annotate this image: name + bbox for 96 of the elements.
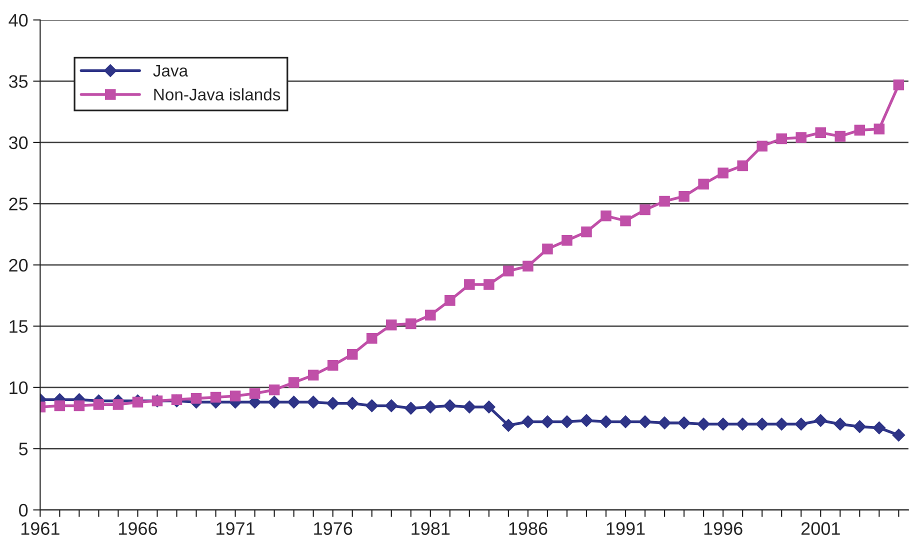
legend-label: Java	[153, 64, 188, 77]
x-tick-label: 1996	[704, 522, 742, 535]
y-tick-label: 40	[8, 14, 28, 27]
point	[268, 384, 280, 396]
point	[522, 260, 534, 272]
y-tick-label: 30	[8, 136, 28, 150]
point	[326, 396, 340, 410]
point	[892, 428, 906, 442]
x-tick-label: 1966	[119, 522, 158, 535]
point	[287, 396, 300, 409]
point	[210, 392, 222, 403]
point	[132, 396, 144, 408]
legend-label: Non-Java islands	[154, 88, 280, 100]
x-tick-label: 2001	[801, 522, 840, 535]
point	[600, 210, 612, 222]
point	[425, 310, 436, 321]
point	[268, 396, 281, 409]
point	[874, 124, 885, 134]
point	[834, 418, 847, 431]
point	[619, 415, 632, 428]
point	[171, 394, 182, 406]
point	[542, 244, 553, 254]
point	[581, 226, 592, 238]
point	[366, 333, 378, 344]
point	[678, 190, 690, 202]
point	[112, 399, 124, 410]
point	[503, 266, 514, 276]
y-tick-label: 35	[8, 75, 28, 88]
point	[775, 418, 788, 431]
point	[365, 399, 378, 412]
point	[93, 399, 104, 410]
point	[872, 421, 886, 434]
y-tick-label: 0	[19, 504, 28, 517]
point	[736, 418, 749, 431]
point	[658, 416, 671, 430]
point	[756, 418, 769, 431]
point	[834, 130, 846, 142]
x-tick-label: 1971	[216, 522, 254, 535]
point	[776, 133, 787, 144]
point	[249, 388, 260, 399]
point	[404, 402, 418, 415]
x-tick-label: 1976	[314, 522, 352, 535]
point	[444, 295, 456, 306]
point	[640, 204, 650, 216]
point	[541, 415, 554, 428]
point	[424, 400, 437, 414]
point	[737, 160, 748, 172]
point	[718, 168, 728, 178]
point	[698, 178, 709, 190]
point	[346, 348, 358, 360]
point	[464, 279, 475, 290]
x-tick-label: 1981	[412, 522, 450, 535]
point	[756, 140, 768, 152]
point	[386, 320, 397, 330]
point	[463, 400, 476, 414]
point	[306, 396, 320, 409]
point	[600, 415, 612, 428]
point	[327, 360, 338, 371]
point	[796, 132, 807, 143]
point	[814, 414, 828, 427]
point	[308, 370, 319, 381]
point	[484, 279, 494, 290]
point	[815, 127, 826, 138]
point	[893, 79, 904, 90]
x-tick-label: 1991	[606, 522, 645, 535]
point	[74, 400, 85, 412]
point	[384, 399, 398, 412]
y-tick-label: 15	[10, 320, 28, 333]
point	[522, 415, 534, 428]
point	[697, 418, 710, 431]
point	[620, 215, 631, 226]
point	[230, 390, 241, 402]
y-tick-label: 25	[9, 198, 28, 210]
x-tick-label: 1986	[509, 522, 548, 535]
point	[562, 235, 572, 246]
point	[580, 414, 593, 427]
point	[794, 418, 808, 431]
y-tick-label: 10	[10, 381, 28, 394]
point	[638, 415, 652, 428]
point	[716, 418, 730, 431]
point	[560, 415, 574, 428]
y-tick-label: 20	[9, 258, 28, 272]
point	[54, 400, 66, 412]
point	[659, 196, 670, 207]
point	[502, 418, 515, 432]
point	[853, 420, 866, 434]
point	[190, 393, 202, 404]
point	[678, 416, 690, 430]
point	[444, 399, 456, 412]
point	[482, 400, 496, 414]
point	[854, 124, 866, 136]
point	[288, 377, 300, 388]
point	[406, 318, 416, 330]
point	[346, 396, 359, 410]
y-tick-label: 5	[19, 442, 28, 456]
x-tick-label: 1961	[21, 522, 60, 535]
